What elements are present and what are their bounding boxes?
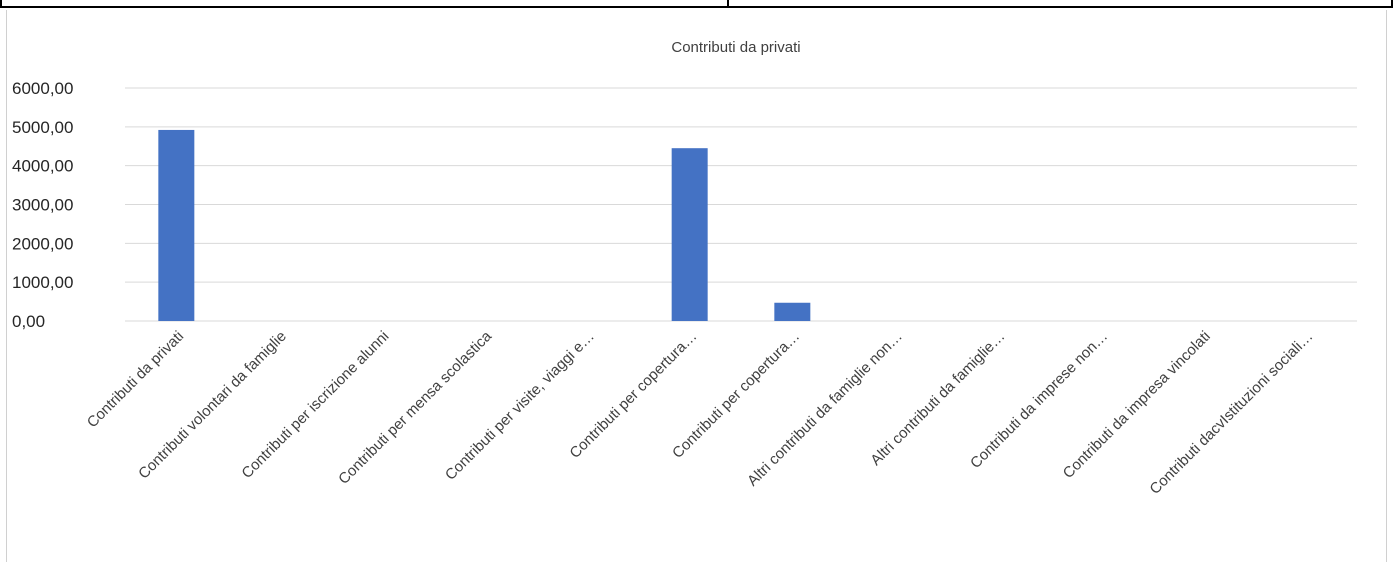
y-axis-ticks: 0,00 1000,00 2000,00 3000,00 4000,00 5000,00 6… bbox=[12, 79, 73, 331]
y-tick-label: 6000,00 bbox=[12, 79, 73, 98]
top-divider bbox=[727, 0, 729, 8]
x-tick-label: Contributi dacvIstituzioni sociali… bbox=[1146, 328, 1316, 498]
top-border bbox=[0, 0, 1393, 8]
gridlines bbox=[125, 87, 1357, 322]
bars bbox=[158, 129, 811, 321]
y-tick-label: 1000,00 bbox=[12, 273, 73, 292]
y-tick-label: 3000,00 bbox=[12, 196, 73, 215]
y-tick-label: 4000,00 bbox=[12, 157, 73, 176]
bar bbox=[158, 129, 195, 321]
bar bbox=[671, 148, 708, 321]
y-tick-label: 5000,00 bbox=[12, 118, 73, 137]
y-tick-label: 2000,00 bbox=[12, 234, 73, 253]
chart-title: Contributi da privati bbox=[671, 39, 800, 56]
bar bbox=[774, 302, 811, 321]
y-tick-label: 0,00 bbox=[12, 312, 45, 331]
x-tick-label: Contributi da privati bbox=[84, 328, 187, 431]
chart-area bbox=[6, 10, 1387, 562]
